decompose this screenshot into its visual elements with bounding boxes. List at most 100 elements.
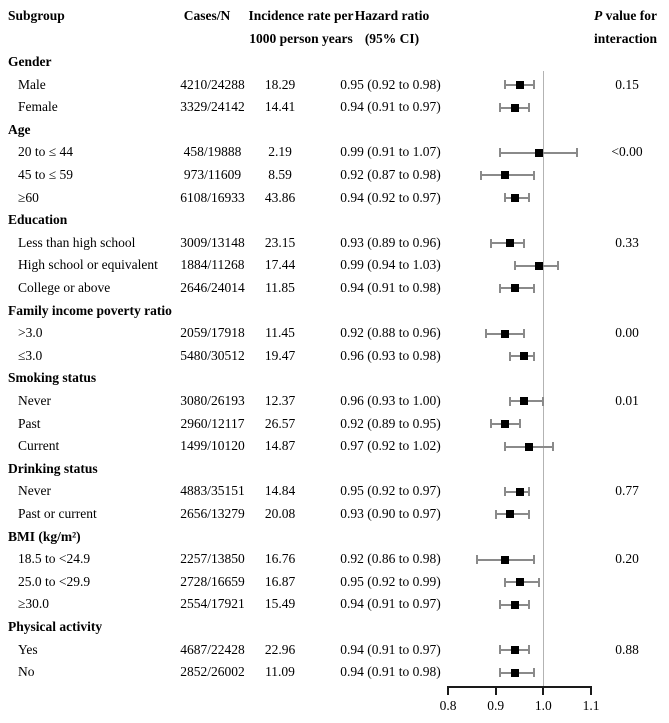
hazard-ratio-text: 0.96 (0.93 to 0.98) bbox=[340, 347, 441, 363]
incidence-value: 11.85 bbox=[265, 280, 295, 295]
ci-cap-left bbox=[499, 645, 502, 655]
incidence-value: 11.09 bbox=[265, 664, 295, 680]
ci-cap-right bbox=[528, 645, 531, 655]
ci-cap-left bbox=[499, 600, 502, 610]
pvalue-header-rest: value for bbox=[602, 8, 657, 23]
section-label: BMI (kg/m²) bbox=[8, 528, 81, 544]
hazard-ratio-text: 0.99 (0.94 to 1.03) bbox=[340, 257, 441, 273]
table-row: Past or current 2656/13279 20.08 0.93 (0.90… bbox=[0, 503, 669, 526]
hazard-ratio-text: 0.92 (0.87 to 0.98) bbox=[340, 167, 441, 182]
ci-cap-right bbox=[532, 351, 535, 361]
ci-cap-right bbox=[532, 555, 535, 564]
incidence-value: 8.59 bbox=[268, 167, 292, 182]
forest-marker bbox=[510, 193, 519, 202]
cases-value: 2554/17921 bbox=[180, 596, 245, 612]
incidence-value: 43.86 bbox=[264, 189, 296, 205]
hazard-ratio-text: 0.96 (0.93 to 1.00) bbox=[340, 393, 441, 408]
section-label: Smoking status bbox=[8, 370, 97, 386]
ci-cap-left bbox=[504, 442, 507, 451]
subgroup-label: Male bbox=[18, 76, 46, 92]
cases-value: 2728/16659 bbox=[180, 573, 245, 589]
hazard-ratio-text: 0.92 (0.86 to 0.98) bbox=[340, 551, 441, 567]
subgroup-label: ≥60 bbox=[18, 189, 39, 205]
hazard-ratio-text: 0.93 (0.89 to 0.96) bbox=[340, 234, 441, 250]
forest-marker bbox=[515, 80, 524, 89]
reference-line bbox=[542, 71, 544, 686]
ci-cap-right bbox=[528, 193, 531, 203]
subgroup-label: >3.0 bbox=[18, 325, 43, 341]
subgroup-label: Yes bbox=[18, 641, 38, 657]
ci-cap-right bbox=[528, 103, 531, 112]
table-row: Never 4883/35151 14.84 0.95 (0.92 to 0.97) 0… bbox=[0, 480, 669, 503]
section-label: Physical activity bbox=[8, 619, 103, 634]
forest-marker bbox=[525, 442, 534, 451]
hazard-ratio-text: 0.95 (0.92 to 0.97) bbox=[340, 483, 441, 499]
section-row: Smoking status bbox=[0, 367, 669, 390]
incidence-value: 23.15 bbox=[264, 234, 296, 250]
forest-marker bbox=[501, 329, 510, 338]
incidence-value: 11.45 bbox=[265, 325, 295, 341]
incidence-value: 19.47 bbox=[264, 347, 296, 363]
cases-value: 2646/24014 bbox=[180, 280, 245, 295]
p-interaction-value: 0.20 bbox=[615, 551, 639, 567]
x-axis-tick bbox=[447, 686, 449, 695]
x-axis-line bbox=[447, 686, 592, 688]
cases-value: 1499/10120 bbox=[180, 438, 245, 454]
subgroup-label: 18.5 to <24.9 bbox=[18, 551, 91, 567]
ci-cap-right bbox=[532, 170, 535, 180]
table-row: 45 to ≤ 59 973/11609 8.59 0.92 (0.87 to 0.9… bbox=[0, 164, 669, 187]
section-label: Education bbox=[8, 212, 68, 228]
table-row: Less than high school 3009/13148 23.15 0.93… bbox=[0, 232, 669, 255]
ci-cap-left bbox=[504, 487, 507, 497]
p-interaction-value: <0.00 bbox=[611, 144, 643, 160]
subgroup-label: High school or equivalent bbox=[18, 257, 158, 273]
forest-marker bbox=[510, 668, 519, 677]
ci-cap-left bbox=[508, 396, 511, 406]
forest-marker bbox=[520, 397, 529, 406]
p-interaction-value: 0.00 bbox=[615, 325, 639, 341]
cases-value: 3009/13148 bbox=[180, 234, 245, 250]
ci-cap-right bbox=[532, 80, 535, 90]
ci-cap-left bbox=[499, 283, 502, 293]
ci-cap-right bbox=[528, 509, 531, 519]
forest-marker bbox=[510, 103, 519, 112]
ci-cap-right bbox=[556, 261, 559, 271]
ci-cap-left bbox=[485, 329, 488, 338]
column-header-pvalue-line1: P value for bbox=[594, 8, 657, 24]
subgroup-label: 45 to ≤ 59 bbox=[18, 167, 74, 182]
cases-value: 2257/13850 bbox=[180, 551, 245, 567]
hazard-ratio-text: 0.92 (0.89 to 0.95) bbox=[340, 415, 441, 431]
incidence-value: 2.19 bbox=[268, 144, 292, 160]
x-axis-tick bbox=[590, 686, 592, 695]
ci-cap-right bbox=[532, 283, 535, 293]
pvalue-header-p: P bbox=[594, 8, 603, 23]
x-axis-tick-label: 0.9 bbox=[487, 698, 505, 713]
incidence-value: 18.29 bbox=[264, 76, 296, 92]
section-row: Gender bbox=[0, 51, 669, 74]
table-row: College or above 2646/24014 11.85 0.94 (0.9… bbox=[0, 277, 669, 300]
forest-marker bbox=[515, 487, 524, 496]
table-row: Male 4210/24288 18.29 0.95 (0.92 to 0.98) 0.… bbox=[0, 74, 669, 97]
incidence-value: 16.76 bbox=[264, 551, 296, 567]
cases-value: 6108/16933 bbox=[180, 189, 245, 205]
forest-marker bbox=[515, 578, 524, 587]
subgroup-label: Current bbox=[18, 438, 60, 454]
section-label: Gender bbox=[8, 54, 52, 69]
cases-value: 4687/22428 bbox=[180, 641, 245, 657]
table-row: 18.5 to <24.9 2257/13850 16.76 0.92 (0.86 t… bbox=[0, 548, 669, 571]
hazard-ratio-text: 0.94 (0.91 to 0.97) bbox=[340, 641, 441, 657]
p-interaction-value: 0.33 bbox=[615, 234, 639, 250]
table-row: >3.0 2059/17918 11.45 0.92 (0.88 to 0.96) 0.… bbox=[0, 322, 669, 345]
hazard-ratio-text: 0.92 (0.88 to 0.96) bbox=[340, 325, 441, 341]
subgroup-label: Never bbox=[18, 483, 51, 499]
column-header-subgroup: Subgroup bbox=[8, 8, 65, 23]
ci-cap-left bbox=[494, 509, 497, 519]
subgroup-label: 20 to ≤ 44 bbox=[18, 144, 74, 160]
subgroup-label: 25.0 to <29.9 bbox=[18, 573, 91, 589]
incidence-value: 26.57 bbox=[264, 415, 296, 431]
incidence-value: 15.49 bbox=[264, 596, 296, 612]
hazard-ratio-text: 0.94 (0.91 to 0.98) bbox=[340, 664, 441, 680]
incidence-value: 22.96 bbox=[264, 641, 296, 657]
section-label: Family income poverty ratio bbox=[8, 302, 172, 318]
